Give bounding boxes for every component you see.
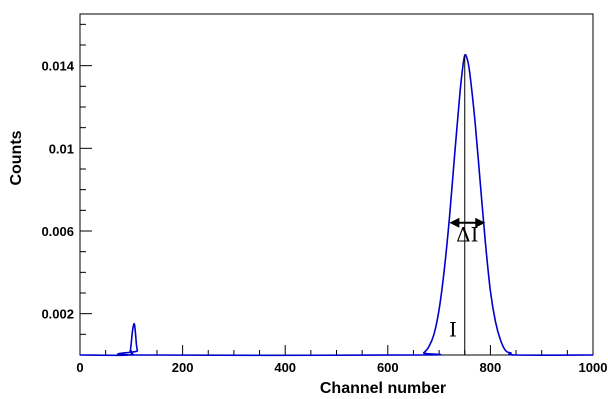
x-tick-label: 800 bbox=[480, 360, 502, 375]
series-line bbox=[79, 53, 594, 357]
x-axis-ticks bbox=[79, 345, 594, 355]
y-tick-label: 0.006 bbox=[41, 224, 74, 239]
y-tick-label: 0.002 bbox=[41, 307, 74, 322]
fwhm-label: ΔI bbox=[456, 222, 478, 246]
y-axis-ticks bbox=[80, 23, 92, 356]
intensity-label: I bbox=[449, 317, 457, 341]
series-group bbox=[79, 53, 594, 357]
fwhm-arrowhead-left bbox=[449, 217, 460, 228]
plot-frame bbox=[79, 13, 594, 356]
y-axis-label: Counts bbox=[8, 130, 25, 185]
y-tick-label: 0.01 bbox=[49, 141, 74, 156]
y-tick-label: 0.014 bbox=[41, 59, 74, 74]
x-tick-labels: 0 200 400 600 800 1000 bbox=[76, 360, 607, 375]
y-tick-labels: 0.002 0.006 0.01 0.014 bbox=[41, 59, 74, 322]
x-tick-label: 200 bbox=[172, 360, 194, 375]
fwhm-arrowhead-right bbox=[475, 217, 486, 228]
x-axis-label: Channel number bbox=[320, 380, 446, 397]
x-tick-label: 400 bbox=[274, 360, 296, 375]
x-tick-label: 0 bbox=[76, 360, 83, 375]
x-tick-label: 600 bbox=[377, 360, 399, 375]
annotations: ΔI I bbox=[449, 55, 486, 355]
x-tick-label: 1000 bbox=[579, 360, 608, 375]
